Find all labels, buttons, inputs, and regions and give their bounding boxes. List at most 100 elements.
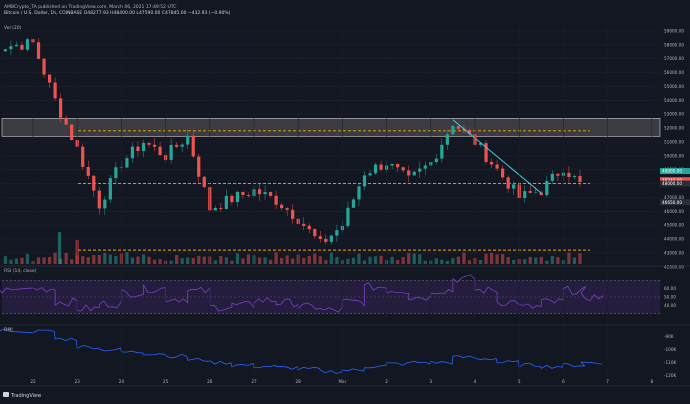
volume-bar [528, 256, 532, 264]
candle-body [103, 199, 107, 209]
candle-body [136, 146, 140, 152]
symbol-line: Bitcoin / U.S. Dollar, 1h, COINBASE O482… [4, 10, 231, 16]
x-tick-label: 25 [163, 379, 169, 384]
candle-body [396, 163, 400, 168]
price-tick-label: 42000.00 [664, 264, 684, 269]
price-tag-bg [660, 177, 690, 184]
volume-bar [152, 259, 157, 264]
volume-bar [451, 258, 455, 264]
candle-body [390, 163, 394, 166]
volume-bar [346, 258, 350, 264]
candle-body [351, 199, 356, 208]
x-tick-label: 3 [429, 379, 432, 384]
rsi-tick-label: 60.00 [664, 286, 676, 291]
candle-body [213, 207, 217, 211]
volume-bar [423, 260, 427, 264]
price-tick-label: 53000.00 [664, 112, 684, 117]
candle-body [280, 204, 284, 209]
volume-bar [92, 255, 96, 264]
candle-body [523, 191, 527, 198]
dmi-pane [0, 328, 603, 374]
price-tag-label: 48900.00 [662, 169, 682, 174]
x-tick-label: 27 [251, 379, 257, 384]
candle-body [362, 175, 367, 187]
price-tag-label: 46650.00 [662, 200, 682, 205]
candle-body [545, 180, 549, 196]
volume-bar [440, 259, 444, 264]
volume-bar [462, 252, 466, 264]
candle-body [572, 176, 577, 178]
author-line: AMBCrypto_TA published on TradingView.co… [4, 4, 176, 10]
candle-body [373, 164, 378, 174]
x-tick-label: 8 [650, 379, 653, 384]
volume-bar [373, 256, 378, 264]
price-tick-label: 58000.00 [664, 42, 684, 47]
volume-bar [158, 259, 162, 264]
volume-bar [434, 258, 438, 264]
candle-body [451, 126, 455, 135]
volume-bar [396, 260, 400, 264]
price-tag-label: 48240.00 [662, 178, 682, 183]
price-tick-label: 56000.00 [664, 70, 684, 75]
candle-body [484, 143, 488, 162]
volume-bar [523, 259, 527, 264]
candle-body [219, 207, 223, 209]
volume-bar [545, 260, 549, 264]
candle-body [329, 235, 333, 242]
candle-body [512, 184, 516, 189]
volume-bar [329, 252, 333, 264]
candle-body [169, 144, 173, 160]
volume-bar [274, 252, 278, 264]
tradingview-logo: TradingView [3, 392, 41, 399]
candle-body [489, 161, 494, 165]
volume-bar [335, 256, 339, 264]
candle-body [318, 236, 322, 239]
volume-bar [36, 257, 41, 264]
candle-body [445, 134, 449, 145]
price-tick-label: 47000.00 [664, 195, 684, 200]
candle-body [528, 191, 532, 193]
candle-body [64, 117, 68, 125]
candle-body [92, 175, 96, 191]
dmi-tick-label: -90K [664, 334, 674, 339]
volume-label: Vol (20) [4, 25, 22, 31]
volume-bar [280, 258, 284, 264]
candle-body [456, 126, 461, 129]
volume-bar [197, 255, 201, 264]
volume-bar [379, 255, 383, 264]
x-tick-label: Mar [338, 379, 346, 384]
volume-bar [169, 260, 173, 264]
rsi-tick-label: 40.00 [664, 303, 676, 308]
x-tick-label: 22 [30, 379, 36, 384]
volume-bar [307, 255, 311, 264]
candle-body [412, 171, 416, 176]
volume-bar [572, 257, 577, 264]
x-tick-label: 7 [606, 379, 609, 384]
candle-body [191, 135, 195, 157]
rsi-tick-label: 50.00 [664, 295, 676, 300]
candle-body [86, 166, 90, 176]
price-tag-label: 48000.00 [662, 181, 682, 186]
dmi-tick-label: -100K [664, 347, 677, 352]
candle-body [268, 192, 273, 196]
candle-body [81, 146, 85, 167]
volume-bar [97, 254, 101, 264]
candle-body [180, 144, 184, 147]
volume-bar [456, 256, 461, 264]
x-tick-label: 23 [75, 379, 81, 384]
candle-body [578, 176, 582, 183]
volume-bar [318, 256, 322, 264]
volume-bar [141, 254, 146, 264]
candle-body [230, 195, 234, 203]
candle-body [108, 178, 112, 200]
volume-spike [57, 232, 62, 264]
volume-bar [224, 257, 228, 264]
candle-body [467, 129, 472, 135]
volume-bar [219, 256, 223, 264]
volume-bar [213, 260, 217, 264]
volume-bar [263, 257, 267, 264]
volume-bar [550, 256, 554, 264]
dmi-line [0, 328, 603, 374]
